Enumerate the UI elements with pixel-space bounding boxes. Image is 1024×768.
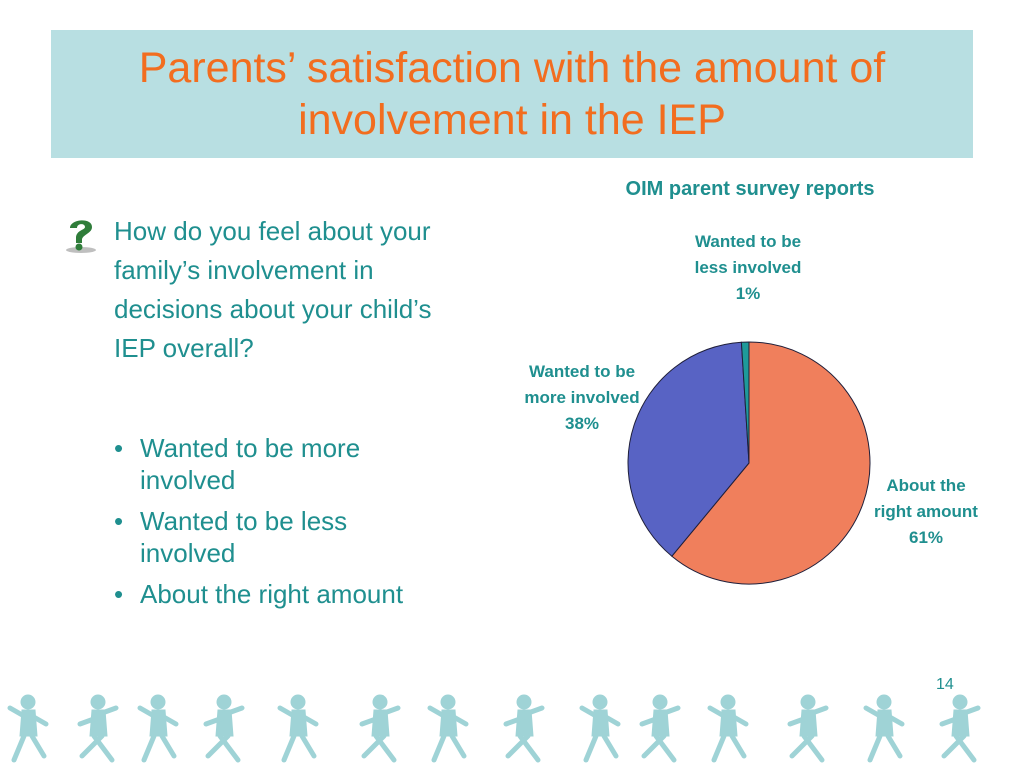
pie-label-less: Wanted to be less involved 1%: [688, 229, 808, 307]
child-silhouette-icon: [137, 694, 179, 763]
pie-slice-1: [627, 341, 750, 557]
child-silhouette-icon: [579, 694, 621, 763]
slide-title: Parents’ satisfaction with the amount of…: [138, 44, 886, 144]
child-silhouette-icon: [7, 694, 49, 763]
bullet-marker: •: [114, 579, 124, 609]
pie-label-right: About the right amount 61%: [872, 473, 980, 551]
child-silhouette-icon: [787, 694, 829, 763]
child-silhouette-icon: [503, 694, 545, 763]
bullet-marker: •: [114, 506, 124, 536]
bullet-marker: •: [114, 433, 124, 463]
pie-label-right-text: About the right amount: [874, 476, 978, 521]
pie-label-right-value: 61%: [908, 528, 944, 547]
answer-option-right: About the right amount: [140, 579, 404, 609]
child-silhouette-icon: [277, 694, 319, 763]
chart-title: OIM parent survey reports: [625, 178, 875, 200]
child-silhouette-icon: [427, 694, 469, 763]
child-silhouette-icon: [203, 694, 245, 763]
pie-label-more-text: Wanted to be more involved: [524, 362, 640, 407]
survey-question: How do you feel about your family’s invo…: [114, 216, 432, 363]
page-number: 14: [936, 676, 954, 693]
answer-option-more: Wanted to be more involved: [140, 433, 361, 495]
child-silhouette-icon: [359, 694, 401, 763]
child-silhouette-icon: [707, 694, 749, 763]
question-mark-icon: [66, 220, 96, 253]
pie-label-more-value: 38%: [564, 414, 600, 433]
answer-options-list: • Wanted to be more involved • Wanted to…: [114, 432, 434, 619]
child-silhouette-icon: [939, 694, 981, 763]
pie-slice-0: [671, 341, 871, 585]
pie-label-more: Wanted to be more involved 38%: [524, 359, 640, 437]
title-banner: Parents’ satisfaction with the amount of…: [51, 30, 973, 158]
list-item: • Wanted to be less involved: [114, 505, 434, 569]
child-silhouette-icon: [863, 694, 905, 763]
answer-option-less: Wanted to be less involved: [140, 506, 348, 568]
list-item: • Wanted to be more involved: [114, 432, 434, 496]
pie-label-less-text: Wanted to be less involved: [694, 232, 802, 277]
list-item: • About the right amount: [114, 578, 434, 610]
pie-label-less-value: 1%: [735, 284, 761, 303]
child-silhouette-icon: [639, 694, 681, 763]
running-children-silhouettes: [7, 694, 981, 763]
pie-slice-2: [740, 341, 750, 464]
child-silhouette-icon: [77, 694, 119, 763]
